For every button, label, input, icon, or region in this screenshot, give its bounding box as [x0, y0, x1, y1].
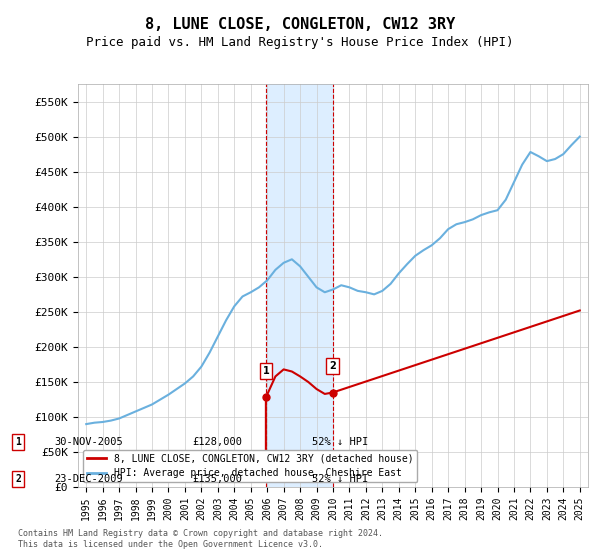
- Legend: 8, LUNE CLOSE, CONGLETON, CW12 3RY (detached house), HPI: Average price, detache: 8, LUNE CLOSE, CONGLETON, CW12 3RY (deta…: [83, 450, 418, 482]
- Text: £135,000: £135,000: [192, 474, 242, 484]
- Bar: [266, 84, 332, 487]
- Text: Contains HM Land Registry data © Crown copyright and database right 2024.
This d: Contains HM Land Registry data © Crown c…: [18, 529, 383, 549]
- Text: 52% ↓ HPI: 52% ↓ HPI: [312, 437, 368, 447]
- Text: 52% ↓ HPI: 52% ↓ HPI: [312, 474, 368, 484]
- Text: 30-NOV-2005: 30-NOV-2005: [54, 437, 123, 447]
- Text: 2: 2: [329, 361, 336, 371]
- Text: 1: 1: [15, 437, 21, 447]
- Text: 8, LUNE CLOSE, CONGLETON, CW12 3RY: 8, LUNE CLOSE, CONGLETON, CW12 3RY: [145, 17, 455, 32]
- Text: 2: 2: [15, 474, 21, 484]
- Text: Price paid vs. HM Land Registry's House Price Index (HPI): Price paid vs. HM Land Registry's House …: [86, 36, 514, 49]
- Text: 23-DEC-2009: 23-DEC-2009: [54, 474, 123, 484]
- Text: 1: 1: [263, 366, 269, 376]
- Text: £128,000: £128,000: [192, 437, 242, 447]
